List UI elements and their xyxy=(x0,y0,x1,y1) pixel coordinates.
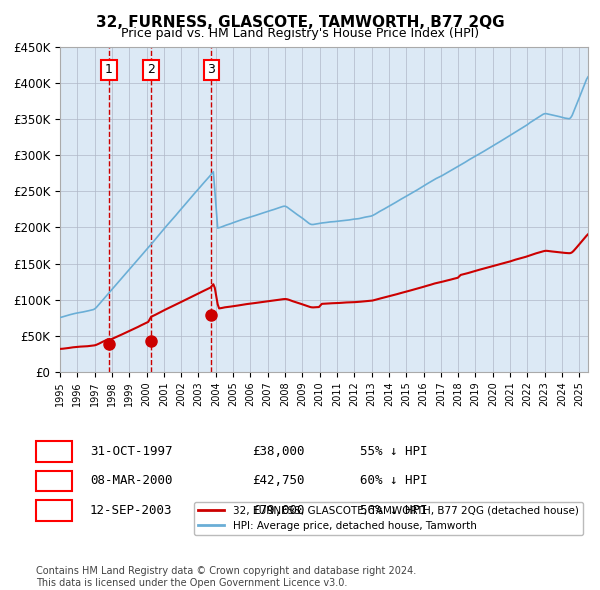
Text: 08-MAR-2000: 08-MAR-2000 xyxy=(90,474,173,487)
Text: 60% ↓ HPI: 60% ↓ HPI xyxy=(360,474,427,487)
Text: 2: 2 xyxy=(50,474,58,487)
Text: Contains HM Land Registry data © Crown copyright and database right 2024.
This d: Contains HM Land Registry data © Crown c… xyxy=(36,566,416,588)
Text: £42,750: £42,750 xyxy=(252,474,305,487)
Text: £38,000: £38,000 xyxy=(252,445,305,458)
Text: 56% ↓ HPI: 56% ↓ HPI xyxy=(360,504,427,517)
Legend: 32, FURNESS, GLASCOTE, TAMWORTH, B77 2QG (detached house), HPI: Average price, d: 32, FURNESS, GLASCOTE, TAMWORTH, B77 2QG… xyxy=(194,502,583,535)
Text: 32, FURNESS, GLASCOTE, TAMWORTH, B77 2QG: 32, FURNESS, GLASCOTE, TAMWORTH, B77 2QG xyxy=(95,15,505,30)
Text: 3: 3 xyxy=(208,63,215,77)
Text: 3: 3 xyxy=(50,504,58,517)
Text: 2: 2 xyxy=(147,63,155,77)
Text: 55% ↓ HPI: 55% ↓ HPI xyxy=(360,445,427,458)
Text: £79,000: £79,000 xyxy=(252,504,305,517)
Text: 1: 1 xyxy=(50,445,58,458)
Text: Price paid vs. HM Land Registry's House Price Index (HPI): Price paid vs. HM Land Registry's House … xyxy=(121,27,479,40)
Text: 31-OCT-1997: 31-OCT-1997 xyxy=(90,445,173,458)
Text: 1: 1 xyxy=(105,63,113,77)
Text: 12-SEP-2003: 12-SEP-2003 xyxy=(90,504,173,517)
